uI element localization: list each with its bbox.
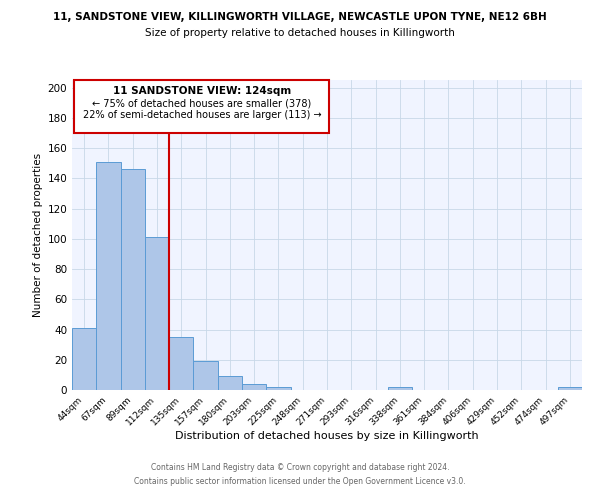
Bar — [558, 387, 582, 390]
Text: 11, SANDSTONE VIEW, KILLINGWORTH VILLAGE, NEWCASTLE UPON TYNE, NE12 6BH: 11, SANDSTONE VIEW, KILLINGWORTH VILLAGE… — [53, 12, 547, 22]
Text: Size of property relative to detached houses in Killingworth: Size of property relative to detached ho… — [145, 28, 455, 38]
Text: Contains public sector information licensed under the Open Government Licence v3: Contains public sector information licen… — [134, 477, 466, 486]
Text: 22% of semi-detached houses are larger (113) →: 22% of semi-detached houses are larger (… — [83, 110, 321, 120]
Bar — [266, 387, 290, 390]
Bar — [72, 328, 96, 390]
Bar — [121, 169, 145, 390]
Bar — [193, 362, 218, 390]
Bar — [242, 384, 266, 390]
Bar — [96, 162, 121, 390]
FancyBboxPatch shape — [74, 80, 329, 133]
X-axis label: Distribution of detached houses by size in Killingworth: Distribution of detached houses by size … — [175, 431, 479, 441]
Bar — [169, 337, 193, 390]
Y-axis label: Number of detached properties: Number of detached properties — [33, 153, 43, 317]
Text: Contains HM Land Registry data © Crown copyright and database right 2024.: Contains HM Land Registry data © Crown c… — [151, 464, 449, 472]
Bar — [388, 387, 412, 390]
Text: 11 SANDSTONE VIEW: 124sqm: 11 SANDSTONE VIEW: 124sqm — [113, 86, 291, 96]
Text: ← 75% of detached houses are smaller (378): ← 75% of detached houses are smaller (37… — [92, 98, 311, 108]
Bar — [145, 238, 169, 390]
Bar — [218, 376, 242, 390]
